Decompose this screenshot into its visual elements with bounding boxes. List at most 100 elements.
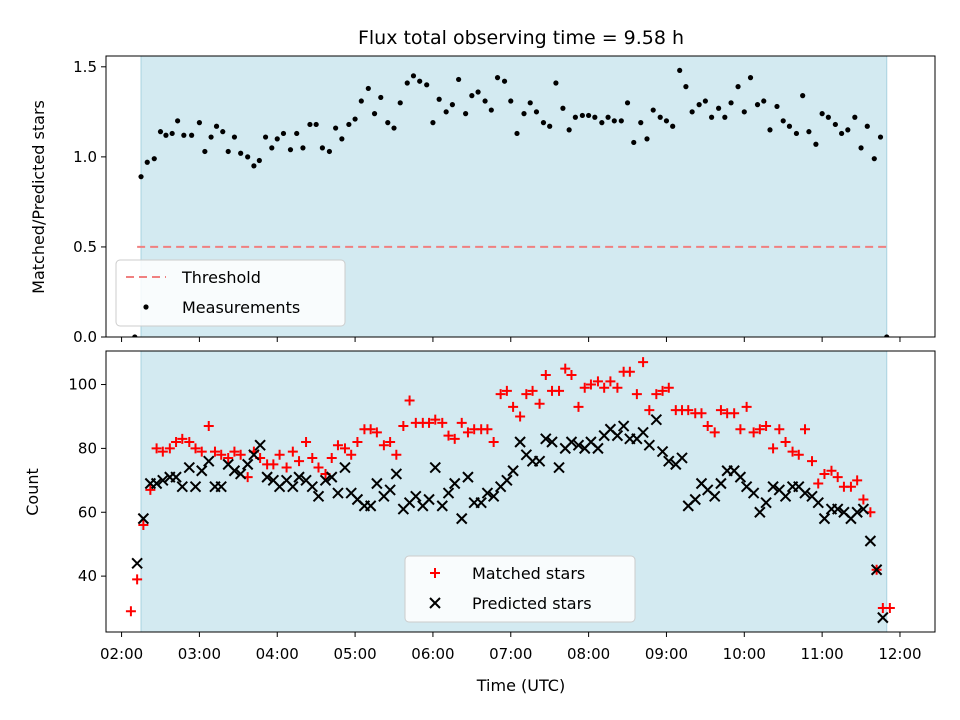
matched-stars-point bbox=[274, 449, 285, 460]
predicted-stars-point bbox=[864, 535, 877, 547]
matched-stars-point bbox=[651, 389, 662, 400]
legend-predicted-label: Predicted stars bbox=[472, 594, 592, 613]
matched-stars-point bbox=[151, 443, 162, 454]
predicted-stars-point bbox=[436, 500, 448, 512]
predicted-stars-point bbox=[332, 487, 344, 499]
measurement-point bbox=[696, 102, 702, 108]
matched-stars-point bbox=[301, 437, 312, 448]
predicted-stars-point bbox=[507, 465, 519, 477]
measurement-point bbox=[469, 93, 475, 99]
predicted-stars-point bbox=[248, 449, 260, 461]
measurement-point bbox=[245, 154, 251, 160]
measurement-point bbox=[884, 334, 890, 337]
measurement-point bbox=[463, 111, 469, 117]
measurement-point bbox=[169, 130, 175, 137]
series-1 bbox=[132, 67, 890, 337]
x-tick-label: 05:00 bbox=[333, 645, 376, 663]
y-tick-label: 100 bbox=[68, 376, 97, 394]
measurement-point bbox=[424, 82, 430, 88]
matched-stars-point bbox=[209, 446, 220, 457]
matched-stars-point bbox=[346, 449, 357, 460]
y-tick-label: 1.0 bbox=[73, 148, 97, 166]
legend-threshold-label: Threshold bbox=[181, 268, 261, 287]
matched-stars-point bbox=[352, 437, 363, 448]
measurement-point bbox=[540, 120, 547, 126]
predicted-stars-point bbox=[767, 481, 779, 493]
matched-stars-point bbox=[171, 437, 182, 448]
matched-stars-point bbox=[540, 369, 551, 380]
predicted-stars-point bbox=[487, 490, 500, 502]
predicted-stars-point bbox=[306, 481, 318, 493]
predicted-stars-point bbox=[663, 455, 675, 467]
predicted-stars-point bbox=[456, 512, 468, 525]
matched-stars-point bbox=[216, 449, 227, 460]
x-axis-label: Time (UTC) bbox=[476, 676, 565, 695]
matched-stars-point bbox=[138, 520, 149, 531]
measurement-point bbox=[806, 129, 812, 135]
matched-stars-point bbox=[644, 405, 655, 416]
matched-stars-point bbox=[787, 446, 798, 457]
measurement-point bbox=[702, 98, 708, 104]
matched-stars-point bbox=[657, 385, 668, 396]
matched-stars-point bbox=[488, 437, 499, 448]
matched-stars-point bbox=[702, 421, 713, 432]
matched-stars-point bbox=[307, 452, 318, 463]
legend-measurements-swatch bbox=[143, 304, 149, 310]
measurement-point bbox=[683, 84, 689, 90]
measurement-point bbox=[677, 67, 683, 74]
predicted-stars-point bbox=[877, 611, 889, 624]
measurement-point bbox=[838, 130, 845, 137]
measurement-point bbox=[650, 107, 656, 113]
measurement-point bbox=[346, 121, 352, 128]
matched-stars-point bbox=[579, 382, 590, 393]
measurement-point bbox=[231, 134, 238, 140]
predicted-stars-point bbox=[384, 484, 396, 496]
predicted-stars-point bbox=[183, 461, 195, 474]
matched-stars-point bbox=[456, 417, 467, 428]
matched-stars-point bbox=[482, 424, 493, 435]
measurement-point bbox=[579, 112, 585, 119]
measurement-point bbox=[514, 130, 520, 137]
predicted-stars-point bbox=[429, 461, 441, 474]
measurement-point bbox=[225, 148, 231, 155]
matched-stars-point bbox=[145, 484, 156, 495]
matched-stars-point bbox=[858, 494, 869, 505]
matched-stars-point bbox=[281, 462, 292, 473]
measurement-point bbox=[871, 156, 877, 162]
measurement-point bbox=[436, 96, 442, 102]
measurement-point bbox=[365, 85, 371, 92]
measurement-point bbox=[238, 150, 244, 156]
measurement-point bbox=[181, 132, 187, 138]
measurement-point bbox=[780, 118, 786, 124]
matched-stars-point bbox=[709, 427, 720, 438]
predicted-stars-point bbox=[449, 477, 461, 490]
predicted-stars-point bbox=[150, 477, 163, 490]
predicted-stars-point bbox=[565, 436, 578, 448]
measurement-point bbox=[716, 105, 722, 111]
measurement-point bbox=[521, 111, 527, 117]
matched-stars-point bbox=[508, 401, 519, 412]
matched-stars-point bbox=[184, 437, 195, 448]
legend-measurements-label: Measurements bbox=[182, 298, 300, 317]
x-tick-label: 02:00 bbox=[100, 645, 143, 663]
matched-stars-point bbox=[223, 452, 234, 463]
series-2 bbox=[131, 413, 889, 624]
measurement-point bbox=[735, 84, 741, 90]
legend: Threshold Measurements bbox=[115, 259, 346, 327]
matched-stars-point bbox=[624, 366, 635, 377]
count-panel: 40 60 80 100 02:00 03:00 04:00 05:00 06:00 07:00 0… bbox=[68, 350, 936, 663]
matched-stars-point bbox=[592, 376, 603, 387]
matched-stars-point bbox=[437, 417, 448, 428]
measurement-point bbox=[845, 127, 851, 133]
measurement-point bbox=[864, 123, 870, 129]
measurement-point bbox=[624, 100, 631, 106]
matched-stars-point bbox=[385, 437, 396, 448]
predicted-stars-point bbox=[241, 458, 254, 471]
matched-stars-point bbox=[884, 603, 895, 614]
axes-frame bbox=[105, 55, 936, 338]
matched-stars-point bbox=[800, 424, 811, 435]
matched-stars-point bbox=[754, 424, 765, 435]
measurement-point bbox=[352, 116, 358, 122]
matched-stars-point bbox=[527, 385, 538, 396]
measurement-point bbox=[274, 136, 280, 142]
